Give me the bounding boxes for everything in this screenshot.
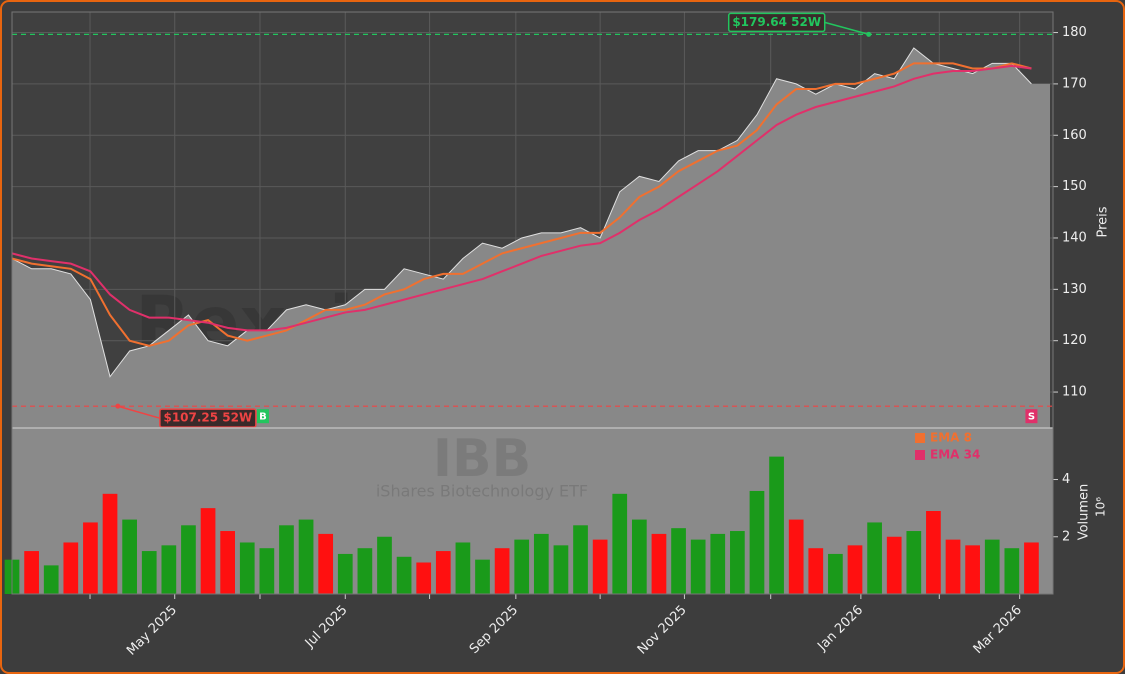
volume-bar xyxy=(122,519,137,594)
annotation-arrow xyxy=(117,405,161,419)
title-watermark: IBB xyxy=(433,429,532,489)
volume-bar xyxy=(435,551,451,594)
volume-bar xyxy=(828,553,843,594)
price-area xyxy=(12,47,1050,428)
y-tick-label: 2 xyxy=(1062,529,1070,544)
volume-bar xyxy=(690,539,706,594)
volume-bar xyxy=(337,553,353,594)
y-multiplier: 10⁶ xyxy=(1094,497,1108,517)
annotation-label: $107.25 52W xyxy=(163,411,252,425)
y-tick-label: 150 xyxy=(1062,179,1087,194)
volume-bar xyxy=(63,542,79,594)
volume-bar xyxy=(573,525,588,594)
volume-bar xyxy=(926,511,941,594)
annotation-label: $179.64 52W xyxy=(732,15,821,29)
signal-label: S xyxy=(1028,412,1035,423)
volume-bar xyxy=(749,490,765,594)
signal-marker xyxy=(1025,409,1038,424)
volume-bar xyxy=(220,531,236,594)
volume-bar xyxy=(455,542,471,594)
signal-marker xyxy=(256,409,269,424)
volume-bar xyxy=(43,565,59,594)
price-line xyxy=(11,62,1032,347)
plot-border xyxy=(11,11,1054,595)
volume-bar xyxy=(1024,542,1039,594)
volume-bar xyxy=(239,542,255,594)
volume-bar xyxy=(867,522,882,594)
y-tick-label: 140 xyxy=(1062,230,1087,245)
volume-bar xyxy=(357,548,373,594)
legend-swatch xyxy=(915,433,925,443)
annotation-box xyxy=(727,12,826,33)
subtitle-watermark: iShares Biotechnology ETF xyxy=(376,482,588,501)
annotation-point xyxy=(866,31,872,37)
volume-bar xyxy=(1004,548,1020,594)
volume-bar xyxy=(612,493,628,594)
y-tick-label: 130 xyxy=(1062,282,1087,297)
volume-bar xyxy=(259,548,275,594)
volume-bar xyxy=(396,556,412,594)
volume-bar xyxy=(945,539,961,594)
volume-bar xyxy=(24,551,39,594)
volume-bar xyxy=(808,548,824,594)
volume-bar xyxy=(141,551,157,594)
volume-bar xyxy=(83,522,98,594)
y-axis-label: Preis xyxy=(1096,206,1111,237)
volume-bar xyxy=(965,545,980,594)
volume-bar xyxy=(533,533,549,594)
volume-bar xyxy=(847,545,863,594)
volume-bar xyxy=(710,533,726,594)
volume-bar xyxy=(553,545,569,594)
legend-swatch xyxy=(915,450,925,460)
annotation-arrow xyxy=(824,21,869,36)
volume-bar xyxy=(102,493,118,594)
volume-bar xyxy=(592,539,608,594)
legend-label: EMA 8 xyxy=(930,431,972,445)
volume-bar xyxy=(769,456,784,594)
y-tick-label: 180 xyxy=(1062,25,1087,40)
volume-bar xyxy=(279,525,294,594)
volume-bar xyxy=(161,545,177,594)
volume-bar xyxy=(514,539,530,594)
volume-bar xyxy=(200,508,216,594)
y-axis-label: Volumen xyxy=(1077,484,1092,541)
y-tick-label: 4 xyxy=(1062,472,1070,487)
volume-bar xyxy=(377,536,392,594)
volume-bar xyxy=(181,525,196,594)
y-tick-label: 160 xyxy=(1062,128,1087,143)
price-line xyxy=(11,64,1032,332)
volume-bar xyxy=(494,548,510,594)
y-tick-label: 170 xyxy=(1062,76,1087,91)
y-tick-label: 110 xyxy=(1062,385,1087,400)
volume-bar xyxy=(318,533,334,594)
annotation-box xyxy=(159,408,257,428)
volume-bar xyxy=(475,559,490,594)
volume-bar xyxy=(886,536,902,594)
volume-bar xyxy=(906,531,922,594)
volume-bar xyxy=(984,539,1000,594)
volume-bar xyxy=(631,519,647,594)
volume-bar xyxy=(651,533,667,594)
legend-label: EMA 34 xyxy=(930,448,980,462)
volume-bar xyxy=(730,531,745,594)
volume-bar xyxy=(298,519,314,594)
volume-bar xyxy=(788,519,804,594)
volume-bar xyxy=(416,562,432,594)
annotation-point xyxy=(115,403,121,409)
y-tick-label: 120 xyxy=(1062,333,1087,348)
volume-bar xyxy=(671,528,686,594)
signal-label: B xyxy=(259,412,267,423)
